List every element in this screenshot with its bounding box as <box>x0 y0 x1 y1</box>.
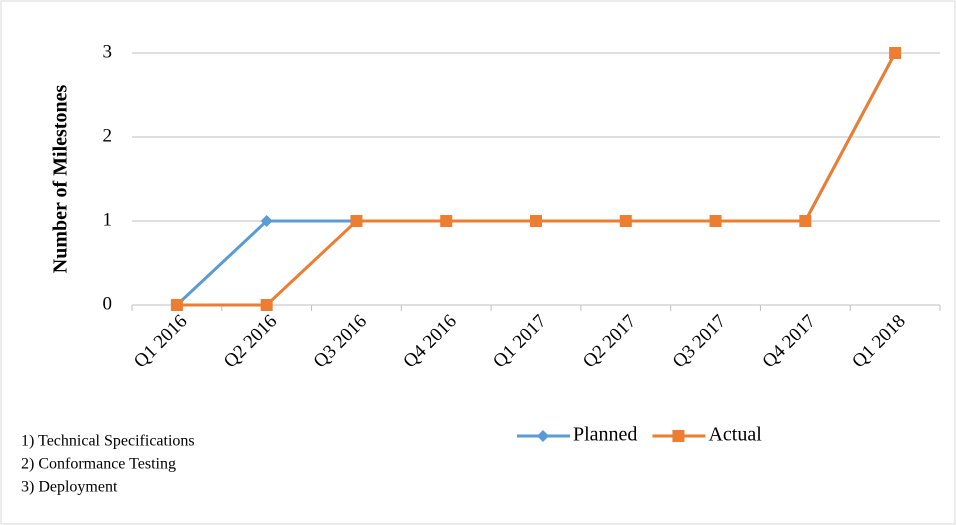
point <box>709 215 722 227</box>
legend-label: Planned <box>573 424 637 446</box>
point <box>619 215 632 227</box>
y-tick-label: 1 <box>103 209 113 230</box>
point <box>170 299 183 311</box>
legend-label: Actual <box>708 424 762 446</box>
annotation: 3) Deployment <box>21 479 118 496</box>
point <box>350 215 363 227</box>
point <box>530 215 542 227</box>
point <box>260 299 273 311</box>
point <box>260 215 273 227</box>
point <box>440 215 453 227</box>
y-tick-label: 3 <box>103 41 113 62</box>
annotation: 2) Conformance Testing <box>21 456 176 473</box>
legend-marker <box>537 430 549 442</box>
annotation: 1) Technical Specifications <box>21 433 195 450</box>
y-axis-label: Number of Milestones <box>50 85 72 274</box>
y-tick-label: 2 <box>103 125 113 146</box>
y-tick-label: 0 <box>103 293 113 314</box>
point <box>889 47 902 59</box>
legend-marker <box>672 430 685 442</box>
point <box>799 215 812 227</box>
